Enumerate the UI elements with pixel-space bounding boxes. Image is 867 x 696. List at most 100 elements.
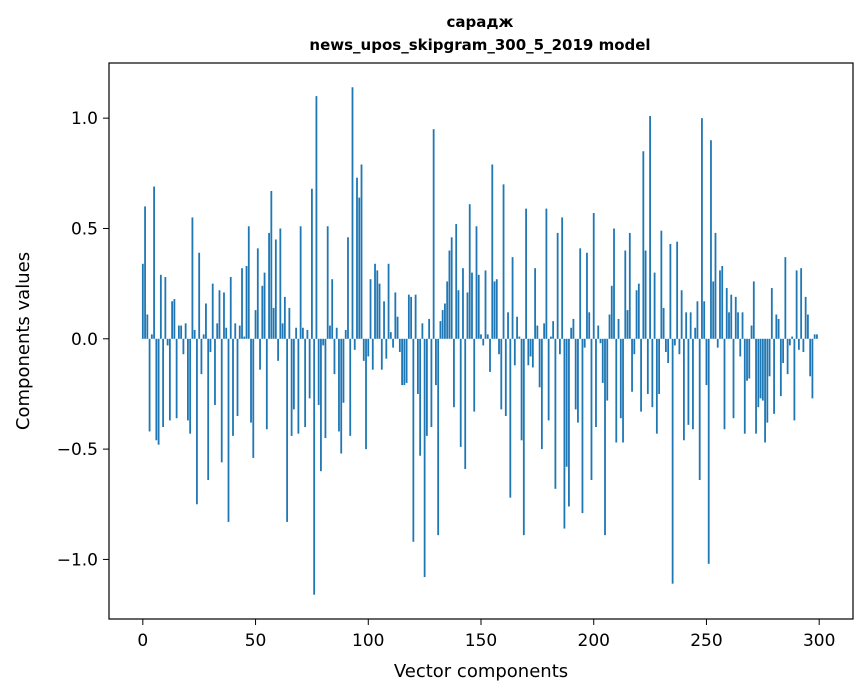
bar-195	[581, 338, 584, 514]
bar-35	[220, 338, 223, 463]
bar-229	[658, 338, 661, 394]
bar-116	[403, 338, 406, 386]
bar-30	[209, 338, 212, 353]
bar-126	[425, 338, 428, 436]
bar-89	[342, 338, 345, 403]
bar-141	[459, 338, 462, 447]
bar-20	[187, 338, 189, 421]
bar-7	[157, 338, 160, 445]
bar-235	[671, 338, 674, 584]
bar-150	[480, 334, 482, 339]
bar-6	[155, 338, 158, 441]
bar-145	[468, 204, 471, 339]
bar-124	[421, 323, 424, 339]
bar-172	[529, 338, 532, 357]
bar-146	[471, 272, 473, 339]
bar-193	[577, 338, 579, 423]
bar-243	[689, 312, 692, 339]
bar-96	[358, 197, 361, 339]
bar-286	[786, 338, 789, 375]
bar-209	[613, 228, 615, 339]
bar-84	[331, 279, 334, 339]
bar-60	[277, 338, 279, 361]
x-tick-label-2: 100	[352, 631, 384, 651]
bar-224	[646, 338, 649, 394]
bar-238	[678, 338, 681, 355]
bar-219	[635, 290, 638, 339]
bar-119	[410, 296, 413, 339]
bar-127	[428, 318, 431, 339]
bar-62	[281, 323, 284, 339]
bar-261	[730, 294, 733, 339]
bar-82	[326, 226, 329, 339]
bar-234	[669, 243, 672, 339]
bar-65	[288, 307, 291, 339]
bar-135	[446, 281, 449, 339]
bar-61	[279, 228, 282, 339]
bar-14	[173, 299, 176, 339]
y-tick-label-1: −0.5	[57, 440, 98, 460]
bar-19	[184, 323, 187, 339]
bar-49	[252, 338, 255, 458]
bar-44	[241, 268, 243, 339]
bar-81	[324, 338, 327, 439]
bar-83	[329, 325, 331, 339]
bar-133	[441, 310, 444, 339]
bar-93	[351, 87, 354, 339]
bar-231	[662, 307, 665, 339]
y-tick-label-2: 0.0	[71, 330, 98, 350]
bar-56	[268, 232, 270, 339]
bar-173	[531, 338, 534, 368]
bar-250	[705, 338, 708, 386]
bar-68	[295, 327, 298, 339]
bar-159	[500, 338, 503, 410]
bar-251	[707, 338, 710, 564]
bar-203	[599, 338, 602, 344]
bar-233	[667, 338, 670, 364]
bar-48	[250, 338, 252, 423]
bar-9	[162, 338, 165, 428]
bar-100	[367, 338, 370, 357]
bar-86	[335, 327, 338, 339]
bar-169	[522, 338, 525, 536]
bar-121	[414, 294, 417, 339]
bar-67	[292, 338, 295, 410]
bar-281	[775, 314, 778, 339]
bar-256	[719, 270, 721, 339]
bar-176	[538, 338, 541, 388]
bar-190	[570, 327, 573, 339]
bar-76	[313, 338, 316, 595]
y-tick-label-0: −1.0	[57, 550, 98, 570]
bar-110	[389, 332, 392, 339]
bar-143	[464, 338, 467, 469]
bar-138	[453, 338, 455, 408]
bar-101	[369, 279, 372, 339]
bar-91	[347, 237, 349, 339]
bar-260	[728, 312, 730, 339]
bar-114	[398, 338, 401, 353]
bar-257	[721, 265, 724, 339]
bar-53	[261, 285, 264, 339]
bar-208	[610, 285, 613, 339]
bar-161	[504, 338, 507, 417]
bar-283	[779, 338, 782, 397]
bar-290	[795, 270, 798, 339]
bar-37	[225, 327, 228, 339]
bar-40	[232, 338, 234, 436]
bar-165	[513, 338, 516, 366]
plot-frame	[108, 62, 854, 620]
bar-99	[365, 338, 367, 450]
bar-259	[725, 288, 728, 339]
bar-239	[680, 290, 683, 339]
x-tick-label-5: 250	[690, 631, 722, 651]
bar-28	[205, 303, 207, 339]
bar-71	[301, 327, 304, 339]
bar-289	[793, 338, 796, 421]
bar-185	[559, 338, 561, 355]
bar-31	[211, 283, 214, 339]
bar-263	[734, 296, 737, 339]
bar-277	[766, 338, 769, 423]
bar-148	[475, 226, 478, 339]
bar-58	[272, 307, 275, 339]
